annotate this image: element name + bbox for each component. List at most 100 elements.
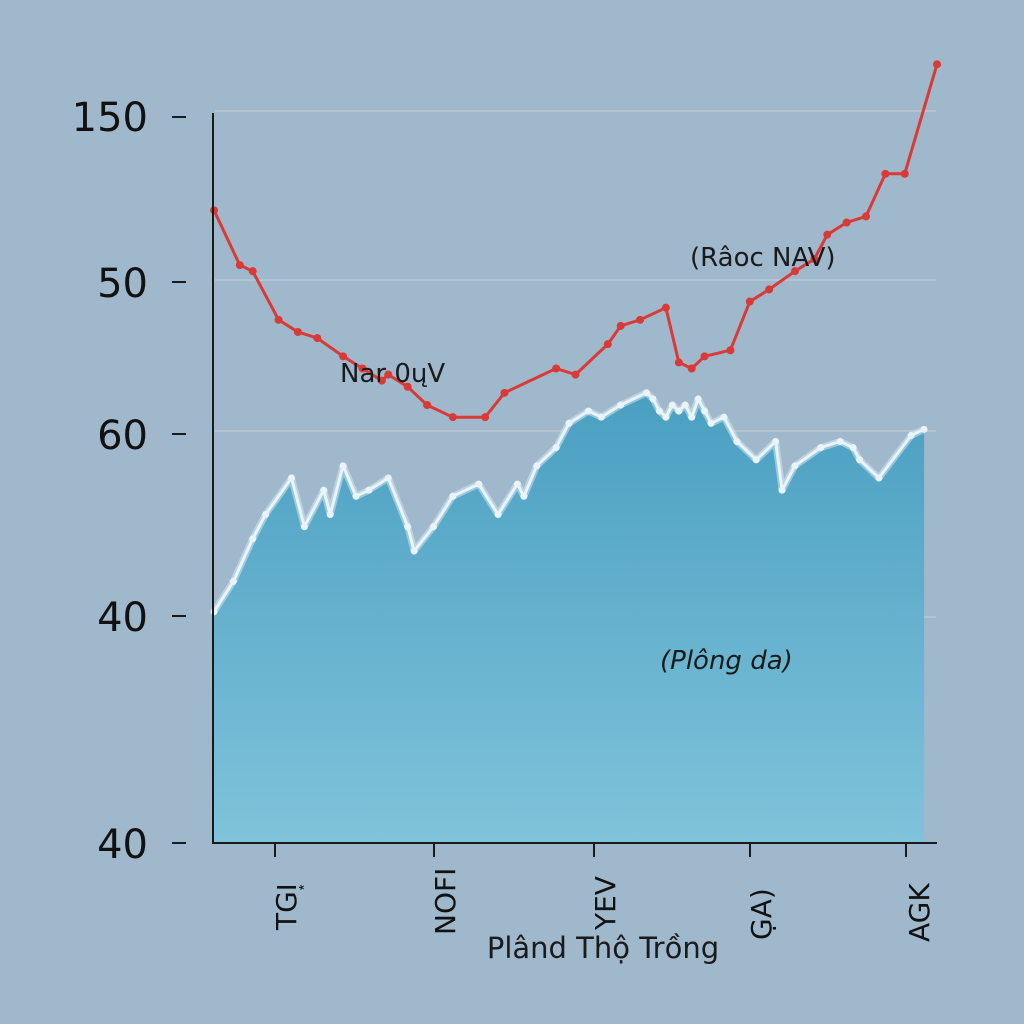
red-data-point: [448, 413, 457, 422]
area-data-point: [410, 547, 418, 555]
red-data-point: [700, 352, 709, 361]
area-data-point: [907, 431, 915, 439]
area-data-point: [339, 462, 347, 470]
red-series-points: [210, 60, 941, 422]
red-data-point: [745, 297, 754, 306]
red-data-point: [377, 376, 386, 385]
red-data-point: [674, 358, 683, 367]
x-tick-label: YEV: [589, 876, 622, 931]
area-data-point: [836, 438, 844, 445]
area-data-point: [643, 389, 651, 397]
red-data-point: [313, 334, 322, 343]
area-data-point: [365, 486, 373, 494]
red-data-point: [403, 382, 412, 391]
area-data-point: [681, 401, 689, 409]
red-data-point: [235, 261, 244, 270]
area-data-point: [597, 413, 605, 421]
red-data-point: [861, 212, 870, 221]
area-data-point: [520, 492, 528, 500]
red-data-point: [661, 303, 670, 312]
area-data-point: [772, 438, 780, 445]
y-tick-label: 40: [97, 595, 148, 641]
area-data-point: [655, 407, 663, 415]
area-data-point: [675, 407, 683, 415]
area-data-point: [584, 407, 592, 415]
area-data-point: [494, 511, 502, 518]
red-data-point: [571, 370, 580, 379]
area-data-point: [707, 419, 715, 427]
red-data-point: [500, 388, 509, 397]
x-axis-label: Plând Thộ Trồng: [487, 931, 719, 965]
red-data-point: [842, 218, 851, 227]
red-data-point: [726, 346, 735, 355]
area-data-point: [720, 413, 728, 421]
x-tick-label: G̣A): [745, 888, 778, 940]
area-data-point: [300, 523, 308, 531]
area-data-point: [617, 401, 625, 409]
red-data-point: [358, 364, 367, 373]
red-data-point: [248, 267, 257, 276]
area-data-point: [688, 413, 696, 421]
red-data-point: [933, 60, 941, 69]
area-fill: [214, 392, 925, 843]
red-data-point: [810, 255, 819, 263]
red-data-point: [603, 340, 612, 349]
area-data-point: [875, 474, 883, 482]
area-data-point: [513, 480, 521, 488]
annotation-nar: Nar 0ųV: [340, 359, 445, 389]
area-data-point: [287, 474, 295, 482]
x-tick-label: AGK: [903, 883, 936, 942]
red-data-point: [790, 267, 799, 276]
area-data-point: [404, 523, 412, 531]
red-data-point: [765, 285, 774, 294]
red-data-point: [384, 370, 393, 379]
red-data-point: [552, 364, 561, 373]
area-data-point: [791, 462, 799, 470]
area-data-point: [694, 395, 702, 403]
area-data-point: [475, 480, 483, 488]
area-data-point: [649, 395, 657, 403]
red-data-point: [423, 401, 432, 409]
red-data-point: [687, 364, 696, 373]
area-data-point: [701, 407, 709, 415]
area-series-points: [210, 389, 928, 616]
area-data-point: [262, 511, 270, 518]
area-data-point: [552, 444, 560, 452]
y-tick-label: 50: [97, 261, 148, 307]
x-ticks: [274, 843, 907, 857]
red-data-point: [616, 321, 625, 330]
area-data-point: [856, 456, 864, 464]
annotation-raoc-nav: (Râoc NAV): [690, 243, 836, 273]
area-data-point: [429, 523, 437, 531]
y-ticks: [172, 116, 186, 844]
area-data-point: [565, 419, 573, 427]
red-data-point: [881, 169, 890, 178]
x-tick-label: TGI͙: [270, 883, 304, 931]
red-data-point: [900, 169, 909, 178]
red-data-point: [339, 352, 348, 361]
area-data-point: [817, 444, 825, 452]
red-series-line: [212, 63, 939, 419]
area-series-line: [212, 391, 925, 613]
area-data-point: [752, 456, 760, 464]
red-data-point: [823, 230, 832, 239]
area-data-point: [249, 535, 257, 543]
red-data-point: [481, 413, 490, 422]
area-data-point: [920, 425, 928, 433]
red-data-point: [274, 315, 283, 324]
area-data-point: [384, 474, 392, 482]
area-data-point: [533, 462, 541, 470]
area-data-point: [320, 486, 328, 494]
area-data-point: [326, 511, 334, 518]
area-data-point: [668, 401, 676, 409]
annotation-plong-da: (Plông da): [660, 646, 793, 676]
area-data-point: [849, 444, 857, 452]
x-tick-label: NOFI: [429, 868, 462, 935]
red-data-point: [293, 328, 302, 336]
y-tick-label: 40: [97, 822, 148, 868]
y-tick-label: 150: [72, 95, 148, 141]
area-data-point: [733, 438, 741, 445]
area-data-point: [449, 492, 457, 500]
area-data-point: [662, 413, 670, 421]
area-data-point: [229, 577, 237, 585]
